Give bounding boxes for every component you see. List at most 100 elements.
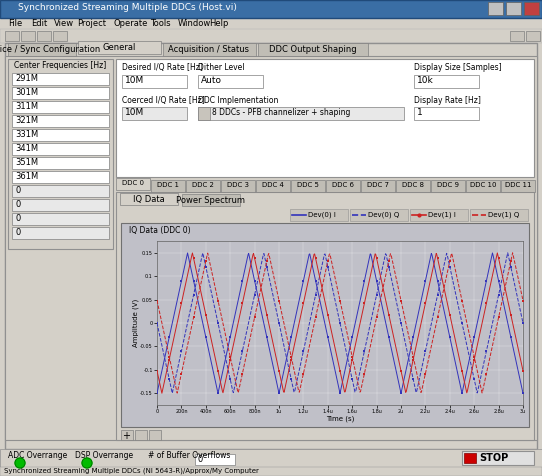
Bar bbox=[37, 31, 51, 41]
Text: 311M: 311M bbox=[15, 102, 38, 111]
Circle shape bbox=[15, 458, 25, 468]
Text: 321M: 321M bbox=[15, 116, 38, 125]
Bar bbox=[470, 209, 528, 221]
Bar bbox=[462, 451, 534, 465]
Text: DDC Output Shaping: DDC Output Shaping bbox=[269, 45, 357, 54]
Text: Dev(0) Q: Dev(0) Q bbox=[368, 211, 399, 218]
Text: DDC 9: DDC 9 bbox=[437, 182, 459, 188]
Text: 0: 0 bbox=[197, 455, 202, 464]
Bar bbox=[361, 180, 395, 192]
Text: 331M: 331M bbox=[15, 130, 38, 139]
Text: IQ Data (DDC 0): IQ Data (DDC 0) bbox=[129, 226, 191, 235]
Text: ADC Overrange: ADC Overrange bbox=[8, 451, 67, 460]
Bar bbox=[350, 209, 408, 221]
Bar bbox=[195, 454, 235, 465]
Text: 301M: 301M bbox=[15, 88, 38, 97]
Text: Operate: Operate bbox=[113, 19, 148, 28]
Bar bbox=[12, 115, 109, 127]
Bar bbox=[258, 43, 368, 56]
Text: Edit: Edit bbox=[31, 19, 47, 28]
Bar bbox=[326, 180, 360, 192]
Bar bbox=[120, 193, 178, 205]
Text: Device / Sync Configuration: Device / Sync Configuration bbox=[0, 45, 101, 54]
Bar bbox=[5, 56, 537, 440]
Bar bbox=[12, 129, 109, 141]
Text: DDC 10: DDC 10 bbox=[470, 182, 496, 188]
Bar bbox=[221, 180, 255, 192]
Text: DDC 5: DDC 5 bbox=[297, 182, 319, 188]
Bar bbox=[414, 75, 479, 88]
Text: Tools: Tools bbox=[150, 19, 171, 28]
Bar bbox=[290, 209, 348, 221]
Text: DDC 3: DDC 3 bbox=[227, 182, 249, 188]
Bar bbox=[198, 75, 263, 88]
Text: STOP: STOP bbox=[479, 453, 508, 463]
Text: View: View bbox=[54, 19, 74, 28]
X-axis label: Time (s): Time (s) bbox=[326, 416, 354, 422]
Text: Window: Window bbox=[177, 19, 211, 28]
Bar bbox=[510, 31, 524, 41]
Bar bbox=[121, 223, 529, 427]
Text: 351M: 351M bbox=[15, 158, 38, 167]
Bar bbox=[8, 59, 113, 249]
Text: 1: 1 bbox=[417, 108, 423, 117]
Bar bbox=[163, 43, 256, 56]
Bar bbox=[21, 31, 35, 41]
Text: DDC 1: DDC 1 bbox=[157, 182, 179, 188]
Text: File: File bbox=[8, 19, 22, 28]
Text: 10k: 10k bbox=[417, 76, 434, 85]
Text: Dither Level: Dither Level bbox=[198, 63, 244, 72]
Bar bbox=[182, 194, 240, 206]
Bar bbox=[78, 41, 161, 54]
Text: DDC 7: DDC 7 bbox=[367, 182, 389, 188]
Bar bbox=[53, 31, 67, 41]
Bar bbox=[431, 180, 465, 192]
Text: DSP Overrange: DSP Overrange bbox=[75, 451, 133, 460]
Bar bbox=[12, 227, 109, 239]
Bar bbox=[116, 59, 534, 177]
Bar bbox=[198, 107, 210, 120]
Bar bbox=[122, 75, 187, 88]
Bar bbox=[488, 2, 503, 15]
Bar bbox=[410, 209, 468, 221]
Text: DDC 6: DDC 6 bbox=[332, 182, 354, 188]
Bar bbox=[501, 180, 535, 192]
Bar bbox=[121, 430, 133, 440]
Bar bbox=[466, 180, 500, 192]
Text: 291M: 291M bbox=[15, 74, 38, 83]
Bar bbox=[414, 107, 479, 120]
Bar bbox=[291, 180, 325, 192]
Bar bbox=[0, 467, 542, 476]
Bar bbox=[464, 453, 476, 463]
Bar bbox=[12, 143, 109, 155]
Bar bbox=[524, 2, 539, 15]
Bar bbox=[12, 171, 109, 183]
Bar bbox=[12, 157, 109, 169]
Bar bbox=[12, 101, 109, 113]
Bar bbox=[12, 87, 109, 99]
Bar bbox=[116, 192, 534, 440]
Bar bbox=[396, 180, 430, 192]
Bar bbox=[5, 31, 19, 41]
Bar bbox=[0, 29, 542, 43]
Text: DDC 4: DDC 4 bbox=[262, 182, 284, 188]
Bar bbox=[12, 185, 109, 197]
Text: 8 DDCs - PFB channelizer + shaping: 8 DDCs - PFB channelizer + shaping bbox=[212, 108, 350, 117]
Text: 361M: 361M bbox=[15, 172, 38, 181]
Bar bbox=[198, 107, 404, 120]
Text: IQ Data: IQ Data bbox=[133, 195, 165, 204]
Bar bbox=[12, 73, 109, 85]
Text: DDC 11: DDC 11 bbox=[505, 182, 531, 188]
Text: 10M: 10M bbox=[125, 76, 144, 85]
Bar bbox=[526, 31, 540, 41]
Text: DDC 2: DDC 2 bbox=[192, 182, 214, 188]
Text: Dev(0) I: Dev(0) I bbox=[308, 211, 336, 218]
Text: 0: 0 bbox=[15, 214, 20, 223]
Bar bbox=[12, 213, 109, 225]
Text: Project: Project bbox=[77, 19, 106, 28]
Bar bbox=[122, 107, 187, 120]
Text: Auto: Auto bbox=[201, 76, 222, 85]
Text: Display Size [Samples]: Display Size [Samples] bbox=[414, 63, 502, 72]
Bar bbox=[256, 180, 290, 192]
Circle shape bbox=[82, 458, 92, 468]
